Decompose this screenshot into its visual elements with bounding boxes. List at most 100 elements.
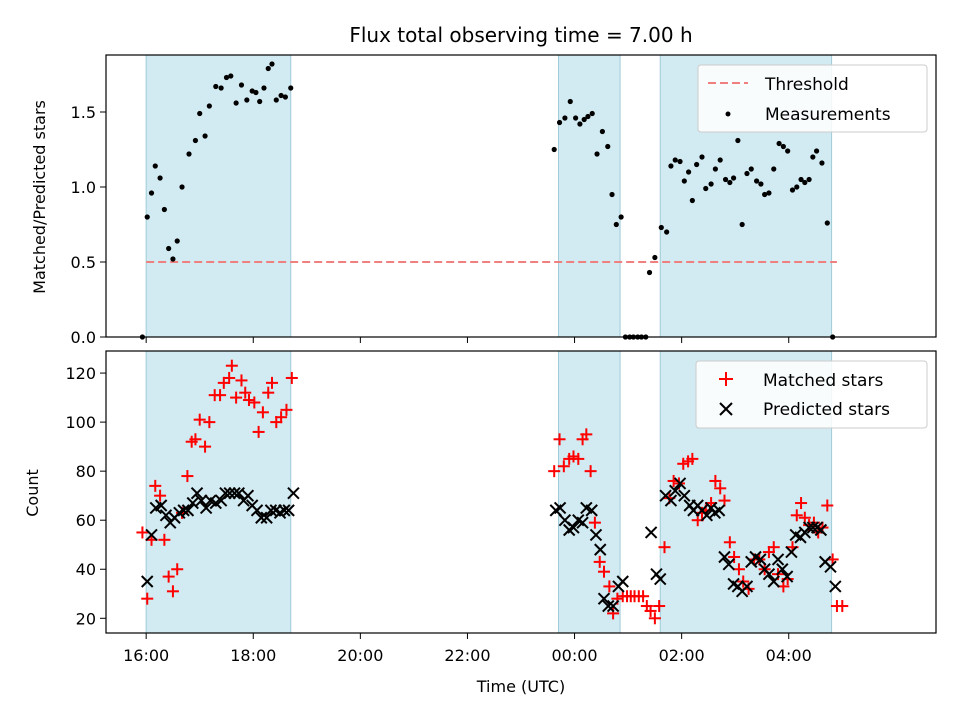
matched-point-19 [223,371,236,384]
matched-point-17 [214,389,227,402]
matched-point-7 [166,585,179,598]
measurement-point-25 [261,85,267,91]
matched-point-72 [718,494,731,507]
matched-point-27 [256,406,269,419]
predicted-point-9 [181,504,195,517]
predicted-stars-series [141,477,842,613]
predicted-point-22 [241,489,255,502]
matched-point-3 [149,479,162,492]
predicted-point-51 [654,572,667,586]
predicted-point-19 [228,487,241,500]
predicted-point-39 [576,516,589,529]
measurement-point-15 [213,83,219,90]
matched-point-70 [709,474,722,487]
top-ytick-label-1: 0.5 [71,253,96,272]
matched-point-74 [728,550,741,563]
measurement-point-60 [681,178,687,184]
measurement-point-64 [699,154,705,160]
top-shade-0 [145,54,292,338]
measurement-point-27 [269,61,275,67]
matched-point-12 [189,433,202,446]
bottom-ytick-label-2: 60 [76,511,96,530]
measurement-point-28 [273,97,279,103]
measurement-point-71 [730,175,737,181]
bottom-xtick-label-2: 20:00 [337,646,383,665]
bottom-legend: Matched stars Predicted stars [695,360,928,429]
predicted-point-30 [278,504,291,517]
predicted-point-13 [199,501,213,515]
bottom-xtick-label-1: 18:00 [230,646,276,665]
predicted-point-85 [806,521,820,534]
measurement-point-13 [202,133,208,139]
bottom-ytick-label-4: 100 [65,413,96,432]
measurements-series [139,61,836,340]
predicted-point-0 [141,575,154,588]
predicted-point-18 [223,487,236,500]
predicted-point-80 [785,545,798,559]
predicted-point-66 [722,558,735,571]
measurement-point-11 [192,137,199,144]
predicted-point-75 [762,567,776,581]
measurement-point-91 [819,160,825,166]
measurement-point-75 [748,166,754,172]
predicted-point-37 [567,521,580,534]
measurement-point-87 [802,179,808,186]
predicted-point-25 [255,511,268,524]
legend-matched-swatch [719,372,733,386]
measurement-point-57 [668,163,674,169]
predicted-point-70 [740,580,754,593]
matched-point-6 [162,570,175,583]
measurement-point-9 [179,184,185,190]
matched-point-46 [603,580,616,593]
matched-point-73 [723,536,736,549]
measurement-point-82 [780,143,786,150]
matched-point-1 [141,592,154,605]
measurement-point-24 [257,98,263,105]
predicted-point-4 [159,509,173,522]
matched-point-10 [181,470,194,483]
measurement-point-39 [585,113,591,120]
matched-point-25 [248,396,261,409]
predicted-point-11 [190,487,204,500]
matched-point-15 [203,416,216,429]
predicted-point-32 [287,487,300,500]
measurement-point-43 [605,143,611,150]
measurement-point-26 [265,65,271,72]
bottom-ytick-label-1: 40 [76,560,96,579]
measurement-point-38 [581,116,587,123]
predicted-point-49 [644,526,658,539]
measurement-point-8 [174,238,180,244]
measurement-point-62 [689,197,695,204]
predicted-point-20 [232,487,246,500]
x-axis-label: Time (UTC) [476,677,565,696]
matched-point-56 [644,604,657,617]
matched-point-35 [553,433,566,446]
predicted-point-61 [700,509,714,522]
predicted-point-77 [771,553,785,566]
predicted-point-87 [814,523,828,537]
measurement-point-56 [664,229,670,235]
predicted-point-12 [195,494,208,507]
predicted-point-1 [145,528,158,542]
measurement-point-54 [652,254,658,261]
measurement-point-88 [806,176,812,183]
predicted-point-90 [829,580,842,593]
matched-point-47 [607,607,620,620]
matched-point-24 [242,394,255,407]
matched-point-87 [790,509,803,522]
bottom-panel: 20 40 60 80 100 120 16:00 18:00 20:00 22:00 00:00… [23,350,937,696]
matched-point-22 [235,374,248,387]
matched-point-34 [548,465,561,478]
matched-point-14 [199,440,212,453]
matched-point-23 [239,386,252,399]
bottom-legend-box [695,360,928,429]
measurement-point-72 [735,137,741,144]
matched-point-58 [653,600,666,613]
measurement-point-29 [278,92,284,99]
measurement-point-6 [166,245,172,252]
matched-point-54 [637,590,650,603]
predicted-point-48 [616,575,629,588]
measurement-point-16 [218,85,224,91]
measurement-point-14 [206,103,212,109]
